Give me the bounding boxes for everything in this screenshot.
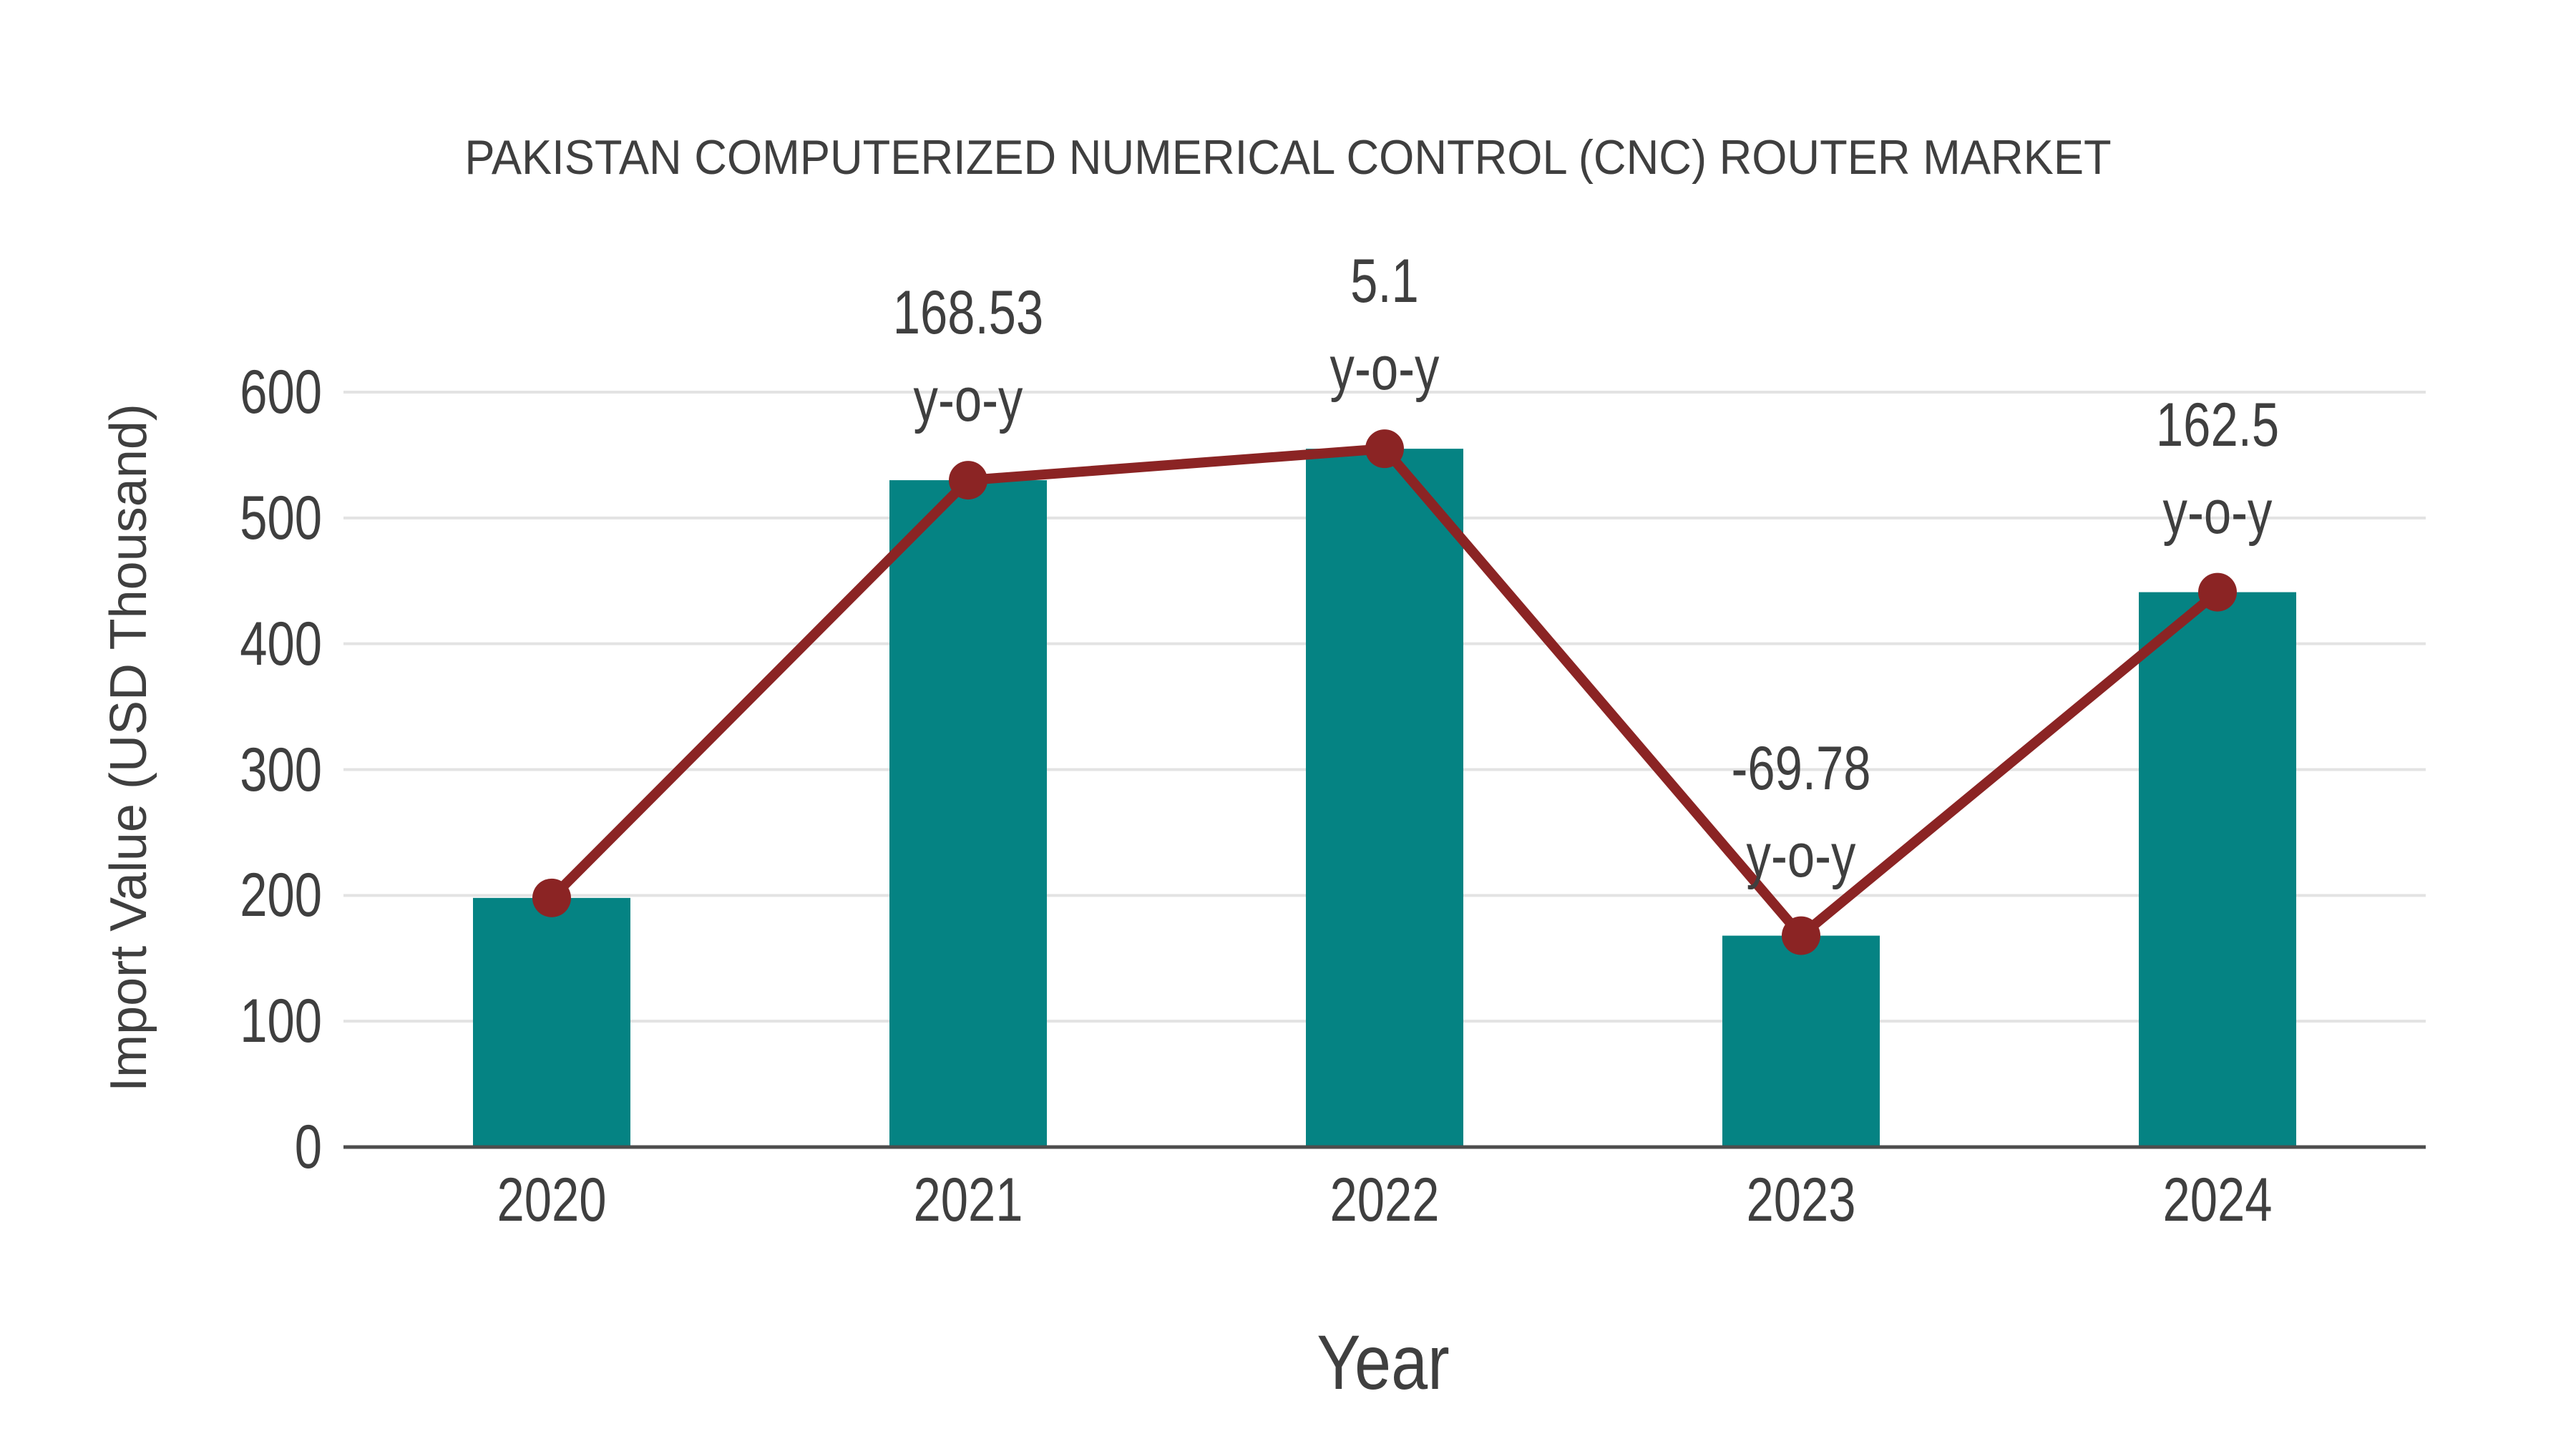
x-tick-2020: 2020 [497, 1166, 607, 1234]
x-tick-2021: 2021 [913, 1166, 1023, 1234]
y-tick-0: 0 [294, 1113, 322, 1181]
bar-2020 [473, 897, 630, 1147]
trend-marker-2023 [1782, 916, 1820, 955]
annotation-label: y-o-y [1330, 334, 1440, 404]
annotation-label: y-o-y [1746, 821, 1856, 890]
y-tick-100: 100 [240, 987, 322, 1056]
annotation-value: 5.1 [1350, 247, 1419, 316]
x-tick-2023: 2023 [1746, 1166, 1856, 1234]
trend-marker-2024 [2198, 572, 2237, 612]
bar-2024 [2139, 592, 2296, 1147]
annotation-value: 168.53 [892, 278, 1044, 348]
bar-2023 [1722, 935, 1880, 1147]
annotation-label: y-o-y [913, 366, 1023, 435]
bar-2022 [1306, 449, 1463, 1147]
trend-marker-2022 [1365, 429, 1404, 469]
y-tick-300: 300 [240, 735, 322, 804]
x-tick-2024: 2024 [2162, 1166, 2273, 1234]
y-tick-500: 500 [240, 483, 322, 552]
trend-marker-2021 [949, 461, 987, 500]
annotation-value: 162.5 [2155, 390, 2280, 459]
y-tick-200: 200 [240, 861, 322, 930]
bar-2021 [889, 480, 1047, 1147]
annotation-value: -69.78 [1731, 733, 1871, 803]
x-tick-2022: 2022 [1330, 1166, 1440, 1234]
annotation-2024: 162.5 y-o-y [2046, 381, 2389, 556]
chart-title: PAKISTAN COMPUTERIZED NUMERICAL CONTROL … [464, 130, 2112, 185]
annotation-2023: -69.78 y-o-y [1629, 725, 1973, 899]
annotation-2022: 5.1 y-o-y [1213, 238, 1556, 412]
trend-marker-2020 [532, 878, 571, 917]
y-tick-400: 400 [240, 609, 322, 678]
annotation-2021: 168.53 y-o-y [796, 269, 1140, 444]
x-axis-title: Year [1317, 1319, 1450, 1405]
annotation-label: y-o-y [2162, 477, 2273, 547]
y-tick-600: 600 [240, 358, 322, 426]
